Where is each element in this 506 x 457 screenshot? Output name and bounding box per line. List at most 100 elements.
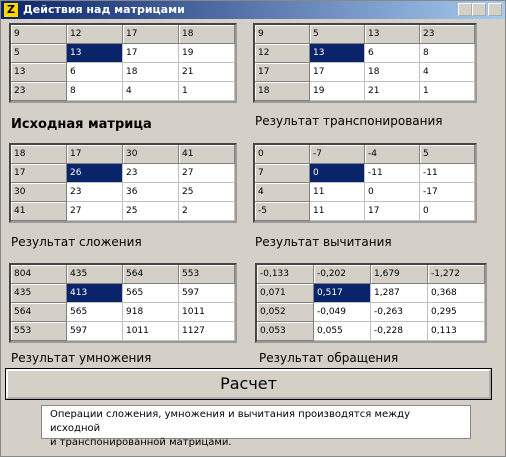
grid-cell[interactable]: 23 [420, 25, 475, 44]
grid-cell[interactable]: 18 [11, 145, 67, 164]
grid-cell[interactable]: 17 [123, 25, 179, 44]
grid-cell[interactable]: 435 [67, 265, 123, 284]
grid-cell[interactable]: 21 [365, 82, 420, 101]
grid-cell[interactable]: 1127 [179, 322, 235, 341]
grid-cell[interactable]: 6 [365, 44, 420, 63]
grid-cell[interactable]: -0,263 [371, 303, 428, 322]
grid-cell[interactable]: 918 [123, 303, 179, 322]
grid-cell[interactable]: 36 [123, 183, 179, 202]
grid-cell[interactable]: 9 [11, 25, 67, 44]
grid-cell[interactable]: 30 [123, 145, 179, 164]
grid-cell[interactable]: 30 [11, 183, 67, 202]
grid-cell[interactable]: 18 [179, 25, 235, 44]
grid-cell[interactable]: 23 [11, 82, 67, 101]
grid-cell[interactable]: 0,053 [257, 322, 314, 341]
grid-cell[interactable]: 804 [11, 265, 67, 284]
grid-cell[interactable]: -5 [255, 202, 310, 221]
grid-cell[interactable]: 25 [123, 202, 179, 221]
grid-cell[interactable]: 0,517 [314, 284, 371, 303]
minimize-button[interactable] [458, 3, 472, 16]
grid-cell[interactable]: 21 [179, 63, 235, 82]
grid-cell[interactable]: 5 [420, 145, 475, 164]
grid-cell[interactable]: 1 [179, 82, 235, 101]
grid-cell[interactable]: 26 [67, 164, 123, 183]
grid-cell[interactable]: 9 [255, 25, 310, 44]
grid-cell[interactable]: 435 [11, 284, 67, 303]
grid-cell[interactable]: 5 [310, 25, 365, 44]
grid-cell[interactable]: 41 [11, 202, 67, 221]
grid-cell[interactable]: -0,133 [257, 265, 314, 284]
grid-cell[interactable]: 19 [310, 82, 365, 101]
grid-cell[interactable]: -0,049 [314, 303, 371, 322]
grid-cell[interactable]: 17 [365, 202, 420, 221]
grid-cell[interactable]: 17 [310, 63, 365, 82]
grid-cell[interactable]: 8 [420, 44, 475, 63]
grid-cell[interactable]: 6 [67, 63, 123, 82]
grid-cell[interactable]: 597 [67, 322, 123, 341]
grid-cell[interactable]: 565 [123, 284, 179, 303]
grid-cell[interactable]: 18 [255, 82, 310, 101]
grid-cell[interactable]: 4 [255, 183, 310, 202]
grid-cell[interactable]: 1011 [179, 303, 235, 322]
grid-cell[interactable]: 4 [420, 63, 475, 82]
grid-cell[interactable]: -1,272 [428, 265, 485, 284]
calc-button[interactable]: Расчет [5, 368, 492, 400]
grid-cell[interactable]: 413 [67, 284, 123, 303]
grid-cell[interactable]: -11 [365, 164, 420, 183]
grid-cell[interactable]: 1011 [123, 322, 179, 341]
grid-cell[interactable]: 565 [67, 303, 123, 322]
grid-cell[interactable]: 0 [420, 202, 475, 221]
grid-cell[interactable]: 0,052 [257, 303, 314, 322]
grid-cell[interactable]: 27 [67, 202, 123, 221]
grid-cell[interactable]: -0,202 [314, 265, 371, 284]
grid-cell[interactable]: 12 [255, 44, 310, 63]
grid-cell[interactable]: 0,295 [428, 303, 485, 322]
grid-cell[interactable]: 17 [123, 44, 179, 63]
grid-cell[interactable]: 18 [365, 63, 420, 82]
grid-cell[interactable]: 17 [11, 164, 67, 183]
grid-cell[interactable]: 7 [255, 164, 310, 183]
grid-cell[interactable]: 0 [310, 164, 365, 183]
grid-cell[interactable]: 13 [11, 63, 67, 82]
grid-cell[interactable]: 553 [11, 322, 67, 341]
grid-cell[interactable]: 23 [123, 164, 179, 183]
grid-cell[interactable]: 12 [67, 25, 123, 44]
grid-cell[interactable]: 13 [365, 25, 420, 44]
grid-cell[interactable]: 1,679 [371, 265, 428, 284]
grid-cell[interactable]: 11 [310, 202, 365, 221]
grid-cell[interactable]: 17 [67, 145, 123, 164]
grid-cell[interactable]: 8 [67, 82, 123, 101]
grid-cell[interactable]: 1 [420, 82, 475, 101]
grid-cell[interactable]: 564 [11, 303, 67, 322]
grid-cell[interactable]: 25 [179, 183, 235, 202]
grid-cell[interactable]: 0,055 [314, 322, 371, 341]
grid-cell[interactable]: 0,368 [428, 284, 485, 303]
grid-cell[interactable]: 2 [179, 202, 235, 221]
grid-cell[interactable]: 5 [11, 44, 67, 63]
grid-cell[interactable]: 19 [179, 44, 235, 63]
grid-cell[interactable]: -0,228 [371, 322, 428, 341]
maximize-button[interactable] [472, 3, 486, 16]
grid-cell[interactable]: 13 [310, 44, 365, 63]
grid-cell[interactable]: 11 [310, 183, 365, 202]
grid-cell[interactable]: 0 [255, 145, 310, 164]
grid-cell[interactable]: 41 [179, 145, 235, 164]
grid-cell[interactable]: 553 [179, 265, 235, 284]
grid-cell[interactable]: 564 [123, 265, 179, 284]
grid-cell[interactable]: -11 [420, 164, 475, 183]
grid-cell[interactable]: -17 [420, 183, 475, 202]
grid-cell[interactable]: 597 [179, 284, 235, 303]
grid-cell[interactable]: 4 [123, 82, 179, 101]
grid-cell[interactable]: 0 [365, 183, 420, 202]
grid-cell[interactable]: 23 [67, 183, 123, 202]
close-button[interactable] [488, 3, 502, 16]
grid-cell[interactable]: -7 [310, 145, 365, 164]
grid-cell[interactable]: 17 [255, 63, 310, 82]
grid-cell[interactable]: -4 [365, 145, 420, 164]
grid-cell[interactable]: 0,071 [257, 284, 314, 303]
grid-cell[interactable]: 1,287 [371, 284, 428, 303]
grid-cell[interactable]: 18 [123, 63, 179, 82]
grid-cell[interactable]: 27 [179, 164, 235, 183]
grid-cell[interactable]: 13 [67, 44, 123, 63]
grid-cell[interactable]: 0,113 [428, 322, 485, 341]
